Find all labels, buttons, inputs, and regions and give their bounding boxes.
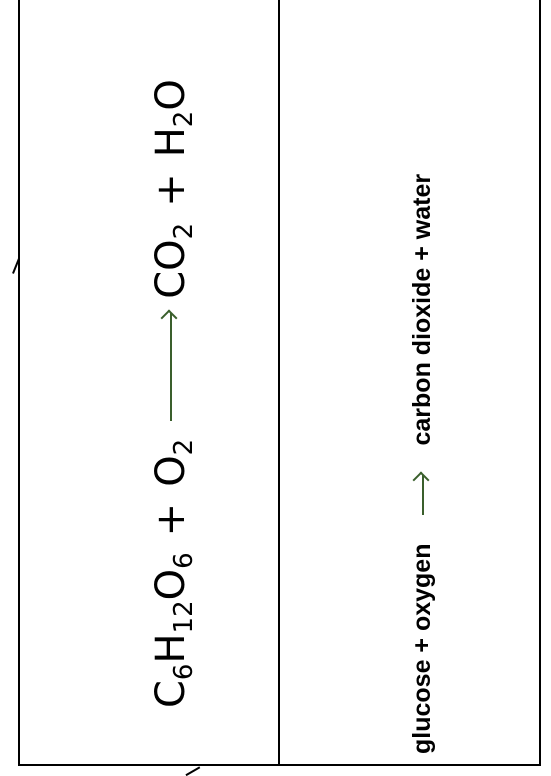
water-formula: H2O bbox=[148, 79, 199, 158]
fold-mark-bottom bbox=[185, 766, 201, 776]
word-arrow-icon bbox=[412, 472, 429, 516]
word-equation: glucose + oxygen carbon dioxide + water bbox=[408, 174, 437, 754]
oxygen-formula: O2 bbox=[148, 438, 199, 487]
reactants-words: glucose + oxygen bbox=[408, 543, 436, 755]
column-divider bbox=[278, 0, 280, 766]
plus-sign: + bbox=[148, 502, 194, 537]
plus-sign: + bbox=[148, 173, 194, 207]
glucose-formula: C6H12O6 bbox=[148, 552, 199, 708]
symbol-equation: C6H12O6 + O2 CO2 + H2O bbox=[148, 79, 199, 708]
products-words: carbon dioxide + water bbox=[408, 173, 436, 446]
reaction-arrow-icon bbox=[160, 309, 178, 421]
carbon-dioxide-formula: CO2 bbox=[148, 222, 199, 299]
